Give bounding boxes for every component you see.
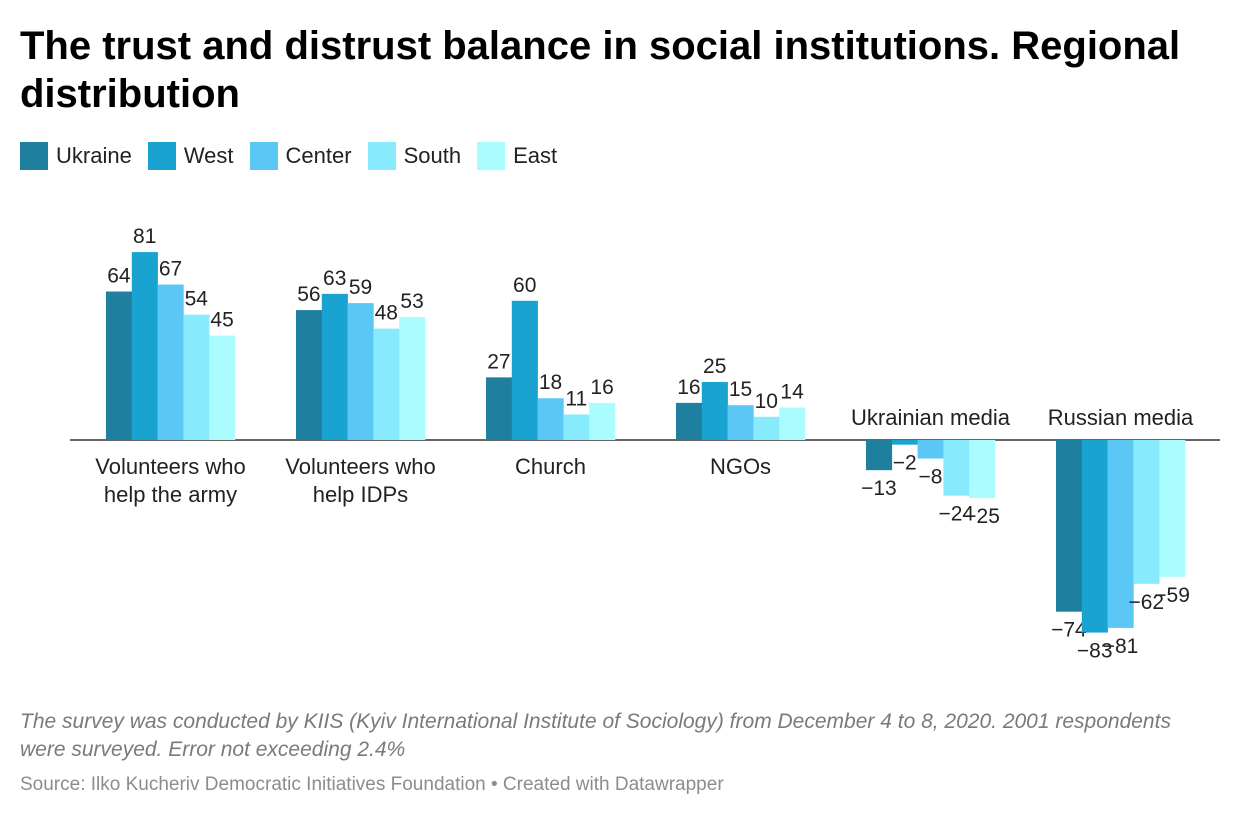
- bar-volunteers-who-help-idps-east: [399, 317, 426, 440]
- value-label-volunteers-who-help-idps-ukraine: 56: [297, 283, 320, 306]
- category-label-volunteers-who-help-idps: Volunteers who help IDPs: [285, 454, 435, 507]
- value-label-volunteers-who-help-the-army-south: 54: [185, 288, 209, 311]
- bar-volunteers-who-help-the-army-ukraine: [106, 291, 133, 440]
- value-label-russian-media-south: −62: [1128, 591, 1164, 614]
- legend-label-center: Center: [285, 143, 352, 168]
- legend-swatch-south: [367, 142, 396, 170]
- legend-swatch-east: [477, 142, 506, 170]
- legend-swatch-west: [147, 142, 176, 170]
- legend-item-center: Center: [249, 142, 352, 170]
- legend-label-ukraine: Ukraine: [56, 143, 132, 168]
- bar-ukrainian-media-center: [917, 440, 944, 459]
- value-label-church-west: 60: [513, 274, 536, 297]
- bar-russian-media-south: [1133, 440, 1160, 584]
- legend-label-south: South: [403, 143, 462, 168]
- value-label-russian-media-ukraine: −74: [1051, 619, 1087, 642]
- value-label-volunteers-who-help-idps-west: 63: [323, 267, 346, 290]
- bar-group-russian-media: −74−83−81 −62−59 Russian media: [1048, 405, 1194, 663]
- chart-title: The trust and distrust balance in social…: [20, 24, 1181, 116]
- bar-volunteers-who-help-idps-center: [347, 303, 374, 440]
- bar-volunteers-who-help-the-army-center: [157, 284, 184, 440]
- bar-ukrainian-media-ukraine: [866, 440, 893, 471]
- bar-church-center: [537, 398, 564, 440]
- bar-volunteers-who-help-the-army-east: [209, 335, 236, 440]
- value-label-church-south: 11: [565, 387, 587, 410]
- bar-ngos-east: [779, 407, 806, 440]
- value-label-church-center: 18: [539, 371, 562, 394]
- legend-item-east: East: [477, 142, 557, 170]
- bar-church-ukraine: [486, 377, 513, 440]
- value-label-church-ukraine: 27: [487, 350, 510, 373]
- survey-note: The survey was conducted by KIIS (Kyiv I…: [20, 710, 1171, 761]
- legend-item-south: South: [367, 142, 462, 170]
- bar-ukrainian-media-east: [969, 440, 996, 498]
- category-label-ukrainian-media: Ukrainian media: [851, 405, 1011, 430]
- value-label-ukrainian-media-center: −8: [919, 466, 943, 489]
- bar-ngos-ukraine: [676, 402, 703, 440]
- value-label-ngos-west: 25: [703, 355, 726, 378]
- value-label-volunteers-who-help-the-army-west: 81: [133, 225, 156, 248]
- value-label-russian-media-east: −59: [1154, 584, 1190, 607]
- category-label-ngos: NGOs: [710, 454, 771, 479]
- value-label-volunteers-who-help-the-army-center: 67: [159, 258, 182, 281]
- bar-church-south: [563, 414, 590, 440]
- category-label-church: Church: [515, 454, 586, 479]
- value-label-ngos-ukraine: 16: [677, 376, 700, 399]
- value-label-volunteers-who-help-idps-center: 59: [349, 276, 372, 299]
- category-label-volunteers-who-help-the-army: Volunteers who help the army: [95, 454, 245, 507]
- bar-ngos-center: [727, 405, 754, 440]
- bar-russian-media-center: [1107, 440, 1134, 628]
- legend-item-west: West: [147, 142, 234, 170]
- value-label-church-east: 16: [590, 376, 613, 399]
- bar-church-east: [589, 402, 616, 440]
- value-label-ukrainian-media-east: −25: [964, 505, 1000, 528]
- legend-swatch-ukraine: [20, 142, 48, 170]
- value-label-russian-media-west: −83: [1077, 640, 1113, 663]
- bar-ngos-west: [701, 382, 728, 440]
- bar-volunteers-who-help-idps-south: [373, 328, 400, 440]
- legend: Ukraine West Center South East: [20, 141, 573, 171]
- legend-label-west: West: [183, 143, 234, 168]
- bar-russian-media-ukraine: [1056, 440, 1083, 612]
- bar-russian-media-west: [1081, 440, 1108, 633]
- value-label-ngos-east: 14: [780, 381, 804, 404]
- value-label-ukrainian-media-south: −24: [938, 503, 974, 526]
- bar-volunteers-who-help-the-army-south: [183, 314, 210, 440]
- value-label-volunteers-who-help-the-army-ukraine: 64: [107, 265, 131, 288]
- bar-volunteers-who-help-the-army-west: [131, 252, 158, 440]
- legend-label-east: East: [513, 143, 558, 168]
- value-label-ngos-center: 15: [729, 378, 752, 401]
- bar-ngos-south: [753, 416, 780, 440]
- legend-swatch-center: [249, 142, 278, 170]
- value-label-ukrainian-media-ukraine: −13: [861, 477, 897, 500]
- bar-volunteers-who-help-idps-ukraine: [296, 310, 323, 440]
- bar-group-ukrainian-media: −13−2−8 −24−25 Ukrainian media: [851, 405, 1011, 528]
- bar-church-west: [511, 300, 538, 440]
- value-label-russian-media-center: −81: [1103, 635, 1139, 658]
- value-label-volunteers-who-help-the-army-east: 45: [210, 309, 233, 332]
- legend-item-ukraine: Ukraine: [20, 142, 132, 170]
- bar-volunteers-who-help-idps-west: [321, 293, 348, 440]
- bar-russian-media-east: [1159, 440, 1186, 577]
- value-label-ukrainian-media-west: −2: [893, 452, 917, 475]
- category-label-russian-media: Russian media: [1048, 405, 1194, 430]
- value-label-volunteers-who-help-idps-south: 48: [375, 302, 398, 325]
- source-credit: Source: Ilko Kucheriv Democratic Initiat…: [20, 774, 724, 795]
- bar-ukrainian-media-west: [891, 440, 918, 445]
- value-label-ngos-south: 10: [755, 390, 778, 413]
- value-label-volunteers-who-help-idps-east: 53: [400, 290, 423, 313]
- bar-ukrainian-media-south: [943, 440, 970, 496]
